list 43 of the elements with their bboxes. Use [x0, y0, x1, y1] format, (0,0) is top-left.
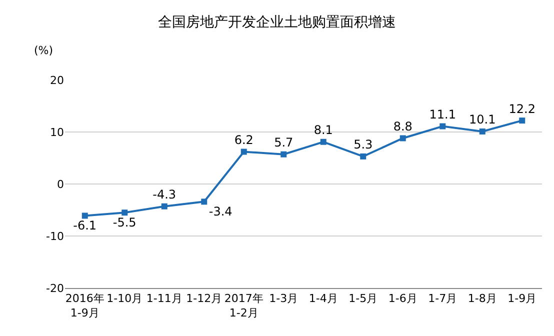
x-tick-label: 2017年 1-2月 [224, 292, 264, 320]
y-tick-label: 0 [57, 178, 64, 191]
point [82, 212, 88, 219]
data-label: 12.2 [508, 102, 536, 116]
x-tick-label: 1-4月 [308, 292, 338, 306]
data-label: -6.1 [73, 218, 97, 232]
point [320, 138, 326, 145]
data-label: 5.7 [274, 136, 294, 150]
data-label: 11.1 [429, 108, 456, 122]
point [161, 203, 168, 210]
point [280, 151, 287, 158]
y-axis-title: (%) [34, 44, 54, 57]
point [400, 135, 406, 142]
data-label: 8.8 [393, 119, 412, 134]
point [519, 118, 526, 124]
x-tick-label: 1-5月 [348, 292, 378, 306]
x-tick-label: 1-3月 [269, 292, 298, 306]
x-tick-label: 1-9月 [508, 292, 537, 306]
data-label: 5.3 [354, 138, 373, 152]
point [440, 123, 446, 130]
y-tick-label: -20 [46, 282, 64, 295]
data-label: 6.2 [234, 133, 254, 148]
data-label: -4.3 [152, 188, 176, 202]
x-tick-label: 1-7月 [428, 292, 458, 306]
data-label: 10.1 [469, 112, 496, 127]
x-tick-label: 1-6月 [388, 292, 418, 306]
x-tick-label: 1-10月 [106, 292, 143, 306]
y-tick-label: -10 [46, 230, 64, 243]
x-tick-label: 1-11月 [146, 292, 182, 306]
x-tick-label: 1-12月 [186, 292, 222, 306]
point [360, 153, 366, 160]
point [240, 148, 247, 155]
point [479, 128, 486, 134]
point [122, 210, 128, 216]
y-tick-label: 20 [50, 74, 64, 87]
data-label: -5.5 [112, 215, 136, 230]
data-label: -3.4 [208, 204, 232, 218]
x-tick-label: 2016年 1-9月 [65, 292, 104, 320]
chart-title: 全国房地产开发企业土地购置面积增速 [158, 14, 396, 31]
data-label: 8.1 [314, 123, 333, 138]
point [201, 198, 208, 205]
y-tick-label: 10 [50, 126, 64, 139]
x-tick-label: 1-8月 [468, 292, 497, 306]
